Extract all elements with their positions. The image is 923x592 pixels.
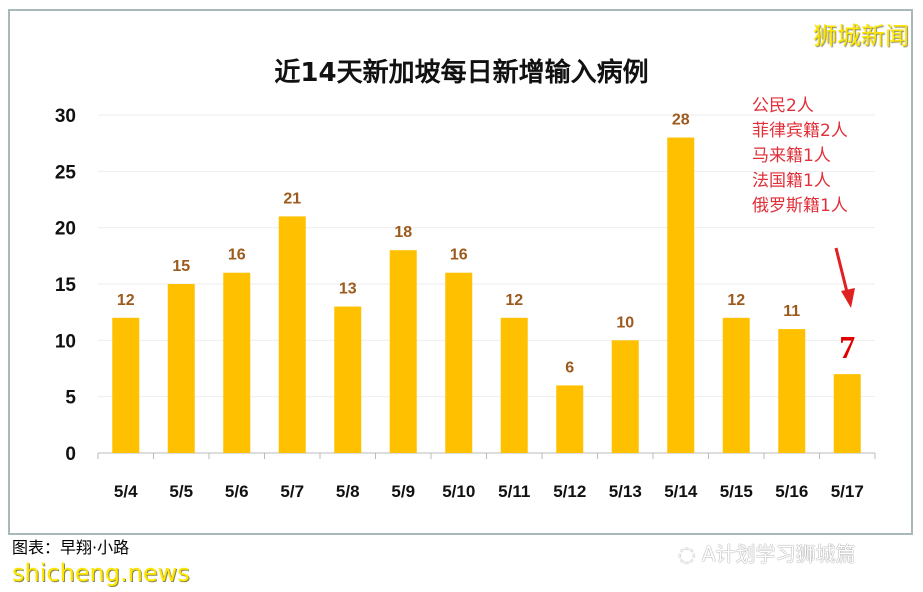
bar xyxy=(833,374,861,453)
x-tick-label: 5/17 xyxy=(831,482,864,501)
x-tick-label: 5/13 xyxy=(609,482,642,501)
bar xyxy=(556,385,584,453)
credit-text: 图表：早翔·小路 xyxy=(12,538,130,557)
x-tick-label: 5/4 xyxy=(114,482,138,501)
data-label: 10 xyxy=(616,314,634,331)
bar xyxy=(667,137,695,454)
data-label: 16 xyxy=(228,247,246,264)
y-tick-label: 15 xyxy=(55,275,77,296)
x-tick-label: 5/8 xyxy=(336,482,360,501)
data-label: 21 xyxy=(283,190,301,207)
bar xyxy=(112,317,140,453)
annotation-line: 法国籍1人 xyxy=(752,171,831,191)
arrow-head-icon xyxy=(841,288,855,308)
x-tick-label: 5/15 xyxy=(720,482,753,501)
bar xyxy=(722,317,750,453)
data-label: 11 xyxy=(783,303,800,320)
x-tick-label: 5/12 xyxy=(553,482,586,501)
data-label: 13 xyxy=(339,281,357,298)
arrow-icon xyxy=(834,247,850,297)
x-tick-label: 5/16 xyxy=(775,482,808,501)
bar xyxy=(611,340,639,453)
annotation-line: 马来籍1人 xyxy=(752,146,831,166)
y-tick-label: 20 xyxy=(55,219,76,240)
bar xyxy=(334,306,362,453)
x-tick-label: 5/14 xyxy=(664,482,698,501)
data-label: 12 xyxy=(505,292,523,309)
x-tick-label: 5/6 xyxy=(225,482,249,501)
data-label: 18 xyxy=(394,224,412,241)
data-label: 7 xyxy=(839,329,855,365)
bar xyxy=(445,272,473,453)
y-tick-label: 25 xyxy=(55,162,77,183)
x-tick-label: 5/10 xyxy=(442,482,475,501)
x-tick-label: 5/5 xyxy=(169,482,193,501)
x-tick-label: 5/11 xyxy=(498,482,530,501)
y-tick-label: 30 xyxy=(55,106,76,127)
bar xyxy=(167,284,195,453)
y-tick-label: 5 xyxy=(65,388,76,409)
chart-title: 近14天新加坡每日新增输入病例 xyxy=(274,58,649,88)
bar xyxy=(278,216,306,453)
data-label: 15 xyxy=(172,258,190,275)
wechat-watermark: ◌ A计划学习狮城篇 xyxy=(678,542,856,566)
x-tick-label: 5/9 xyxy=(391,482,415,501)
annotation: 公民2人 菲律宾籍2人 马来籍1人 法国籍1人 俄罗斯籍1人 xyxy=(752,94,848,219)
data-label: 28 xyxy=(672,112,690,129)
y-tick-label: 0 xyxy=(65,444,76,465)
y-tick-label: 10 xyxy=(55,331,76,352)
wechat-account: A计划学习狮城篇 xyxy=(701,542,856,566)
x-tick-label: 5/7 xyxy=(280,482,304,501)
annotation-line: 俄罗斯籍1人 xyxy=(752,196,848,216)
bar xyxy=(778,329,806,453)
site-watermark: shicheng.news xyxy=(12,559,190,587)
bar xyxy=(500,317,528,453)
data-label: 12 xyxy=(727,292,745,309)
data-label: 12 xyxy=(117,292,135,309)
data-label: 16 xyxy=(450,247,468,264)
brand-logo: 狮城新闻 xyxy=(813,22,909,50)
data-label: 6 xyxy=(565,359,574,376)
bar xyxy=(389,250,417,453)
annotation-line: 公民2人 xyxy=(752,96,814,116)
bar xyxy=(223,272,251,453)
annotation-line: 菲律宾籍2人 xyxy=(752,121,848,141)
